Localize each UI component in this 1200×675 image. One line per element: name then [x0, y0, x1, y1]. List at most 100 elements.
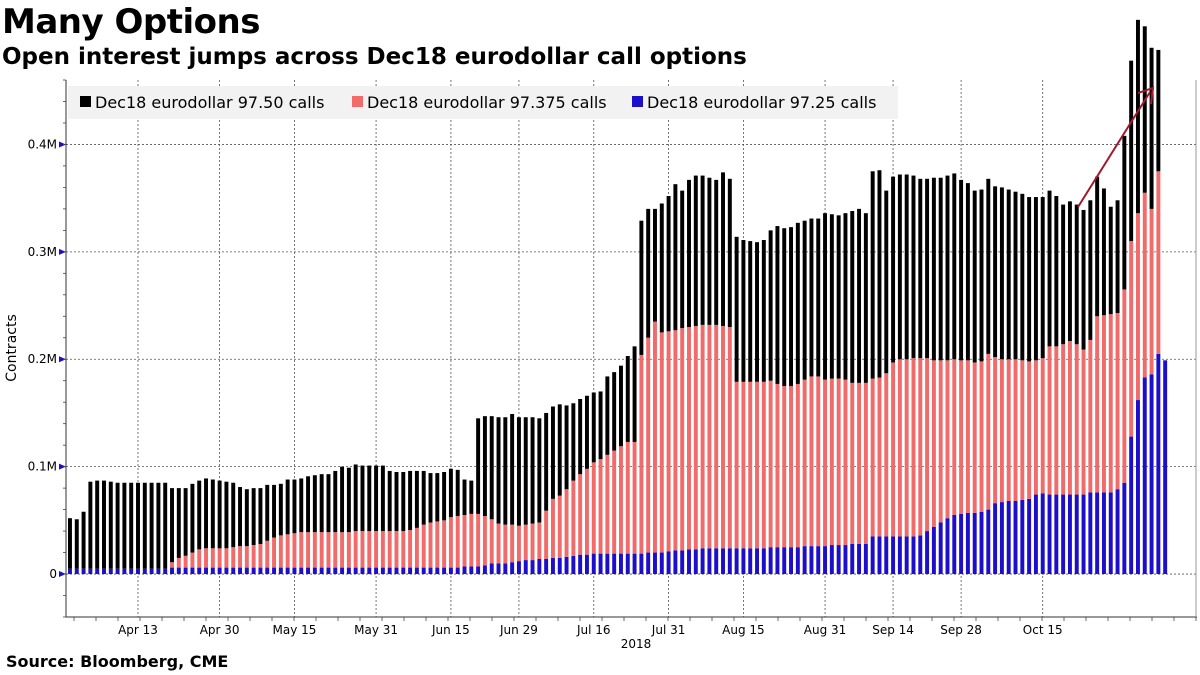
bar-segment-2 — [816, 218, 821, 377]
bar-segment-2 — [530, 417, 535, 524]
bar-segment-2 — [931, 177, 936, 361]
bar-segment-1 — [421, 524, 426, 568]
bar-segment-2 — [244, 489, 249, 547]
bar-segment-2 — [68, 518, 72, 569]
y-tick-label: 0.3M — [28, 245, 57, 259]
bar-segment-0 — [1061, 494, 1066, 575]
bar-segment-0 — [972, 512, 977, 575]
bar-segment-1 — [353, 531, 358, 568]
bar-segment-1 — [884, 373, 889, 537]
bar-segment-2 — [299, 478, 304, 533]
bar-segment-0 — [176, 567, 181, 575]
bar-segment-0 — [843, 545, 848, 575]
bar-segment-0 — [115, 568, 120, 575]
bar-segment-2 — [360, 465, 365, 532]
x-tick-label: Jun 15 — [431, 623, 470, 637]
bar-segment-2 — [632, 346, 637, 442]
bar-segment-1 — [721, 325, 725, 549]
bar-segment-2 — [1149, 47, 1154, 209]
bar-segment-1 — [850, 382, 855, 544]
bar-segment-2 — [578, 398, 583, 475]
bar-segment-1 — [1047, 346, 1052, 495]
bar-segment-2 — [1156, 49, 1161, 172]
bar-segment-0 — [1088, 492, 1093, 575]
bar-segment-1 — [516, 525, 521, 562]
bar-segment-1 — [802, 379, 807, 547]
bar-segment-2 — [292, 479, 297, 534]
bar-segment-1 — [482, 516, 487, 566]
bar-segment-1 — [550, 498, 555, 558]
bar-segment-1 — [523, 524, 528, 561]
bar-segment-0 — [244, 567, 249, 575]
bar-segment-1 — [380, 531, 385, 568]
bar-segment-1 — [782, 386, 787, 548]
bar-segment-0 — [707, 548, 712, 575]
bar-segment-2 — [1033, 197, 1038, 361]
bar-segment-0 — [775, 547, 780, 575]
bar-segment-2 — [605, 376, 610, 455]
bar-segment-1 — [435, 521, 440, 568]
bar-segment-0 — [897, 536, 902, 575]
bar-segment-1 — [183, 555, 188, 568]
bar-segment-0 — [700, 548, 705, 575]
bar-segment-1 — [360, 531, 365, 568]
bar-segment-1 — [952, 359, 957, 515]
legend: Dec18 eurodollar 97.50 calls Dec18 eurodo… — [68, 86, 898, 119]
bar-segment-1 — [829, 378, 834, 546]
bar-segment-1 — [863, 382, 868, 544]
bar-segment-2 — [612, 372, 617, 451]
bar-segment-2 — [843, 213, 848, 380]
bar-segment-2 — [938, 177, 943, 361]
bar-segment-1 — [1061, 344, 1066, 495]
bar-segment-1 — [816, 376, 821, 547]
bar-segment-1 — [598, 459, 603, 554]
bar-segment-0 — [870, 536, 875, 575]
bar-segment-2 — [285, 479, 290, 535]
annotation-arrow-shaft — [1077, 91, 1151, 208]
bar-segment-1 — [217, 548, 222, 568]
bar-segment-2 — [122, 482, 127, 569]
bar-segment-2 — [340, 466, 345, 533]
bar-segment-0 — [428, 567, 433, 575]
bar-segment-0 — [673, 550, 678, 575]
bar-segment-2 — [925, 178, 930, 359]
bar-segment-2 — [1081, 209, 1086, 350]
bar-segment-2 — [326, 474, 331, 533]
bar-segment-2 — [1122, 135, 1127, 290]
bar-segment-0 — [748, 548, 753, 575]
bar-segment-0 — [931, 526, 936, 575]
bar-segment-1 — [625, 441, 630, 554]
bar-segment-2 — [673, 184, 678, 331]
bar-segment-2 — [251, 488, 256, 546]
bar-segment-2 — [115, 482, 120, 569]
bar-segment-2 — [877, 170, 882, 378]
x-tick-label: Sep 28 — [940, 623, 982, 637]
bar-segment-0 — [401, 567, 406, 575]
bar-segment-1 — [714, 324, 719, 549]
x-tick-label: May 31 — [354, 623, 398, 637]
bar-segment-2 — [666, 195, 671, 332]
bar-segment-0 — [891, 536, 896, 575]
bar-segment-0 — [265, 567, 270, 575]
bar-segment-1 — [1081, 349, 1086, 495]
bar-segment-2 — [591, 392, 596, 463]
bar-segment-1 — [945, 360, 950, 519]
bar-segment-2 — [469, 480, 474, 514]
bar-segment-2 — [639, 220, 644, 355]
bar-segment-1 — [775, 383, 780, 548]
bar-segment-2 — [891, 176, 896, 363]
bar-segment-2 — [1054, 195, 1059, 347]
bar-segment-0 — [993, 503, 998, 575]
bar-segment-1 — [938, 360, 943, 523]
bar-segment-1 — [204, 548, 208, 568]
bar-segment-2 — [884, 190, 889, 374]
bar-segment-1 — [333, 532, 338, 568]
bar-segment-2 — [625, 356, 630, 442]
bar-segment-2 — [795, 222, 800, 384]
y-tick-marker — [59, 463, 66, 470]
legend-swatch — [352, 96, 363, 107]
bar-segment-0 — [380, 567, 385, 575]
bar-segment-1 — [700, 324, 705, 549]
bar-segment-0 — [408, 567, 413, 575]
bar-segment-1 — [224, 548, 229, 568]
